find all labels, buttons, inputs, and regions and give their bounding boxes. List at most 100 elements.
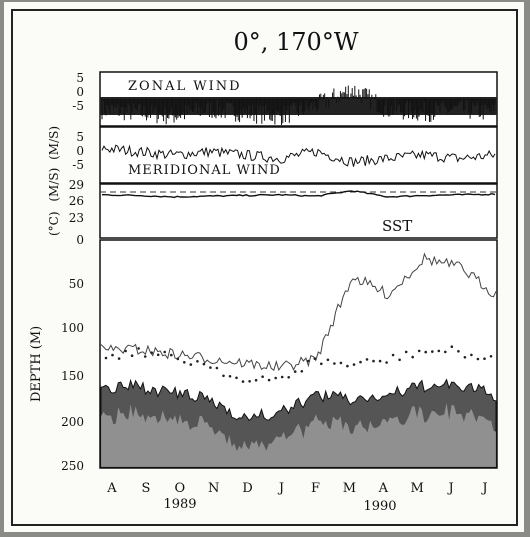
month-label: A (378, 481, 389, 496)
isotherm-dot (137, 347, 140, 350)
isotherm-dot (313, 357, 317, 360)
month-label: S (141, 481, 150, 496)
month-label: M (343, 481, 356, 496)
lower-light-shading (101, 402, 496, 467)
isotherm-dot (189, 363, 193, 366)
isotherm-dot (163, 350, 166, 354)
isotherm-dot (346, 364, 349, 368)
isotherm-dot (391, 353, 395, 357)
isotherm-dot (437, 349, 441, 353)
isotherm-dot (222, 374, 225, 378)
figure-border (11, 9, 518, 526)
year-label-1990: 1990 (363, 499, 396, 514)
isotherm-dot (156, 353, 160, 357)
zonal-wind-panel: ZONAL WIND (99, 71, 498, 127)
isotherm-dot (424, 350, 428, 354)
isotherm-dot (170, 353, 173, 357)
depth-panel (99, 239, 498, 469)
isotherm-dot (483, 357, 486, 361)
meridional-wind-trace (101, 144, 496, 167)
isotherm-dot (267, 378, 271, 382)
sst-ticks: 29 26 23 (69, 178, 84, 225)
month-label: J (446, 481, 453, 496)
isotherm-dot (450, 345, 454, 349)
month-label: O (174, 481, 185, 496)
isotherm-dot (431, 350, 434, 353)
depth-ticks: 0 50 100 150 200 250 (61, 233, 84, 473)
month-label: N (208, 481, 219, 496)
mixed-layer-line (100, 252, 497, 372)
depth-tick-50: 50 (69, 277, 84, 291)
isotherm-dot (307, 359, 310, 363)
isotherm-dot (339, 361, 343, 365)
isotherm-dot (274, 376, 278, 380)
isotherm-dot (261, 375, 264, 379)
isotherm-dot (248, 380, 251, 383)
sst-tick-23: 23 (69, 211, 84, 225)
zonal-ticks: 5 0 -5 (72, 71, 84, 113)
sst-label: SST (382, 217, 412, 235)
isotherm-dot (476, 357, 480, 361)
depth-axis-label: DEPTH (M) (29, 326, 44, 402)
isotherm-dot (293, 370, 297, 373)
isotherm-dot (228, 375, 232, 378)
isotherm-dot (457, 350, 460, 353)
month-label: M (411, 481, 424, 496)
meridional-wind-label: MERIDIONAL WIND (128, 163, 281, 178)
isotherm-dot (320, 362, 323, 366)
isotherm-dot (176, 357, 180, 361)
zonal-wind-label: ZONAL WIND (128, 79, 242, 94)
isotherm-dot (254, 378, 258, 382)
isotherm-dot (385, 361, 388, 364)
zonal-tick-5: 5 (76, 71, 84, 85)
isotherm-dot (463, 356, 467, 359)
depth-tick-100: 100 (61, 321, 84, 335)
zonal-unit-label: (M/S) (47, 126, 61, 160)
sst-unit-label: (°C) (47, 211, 61, 236)
isotherm-dot (183, 361, 186, 364)
isotherm-dot (300, 370, 304, 373)
isotherm-dot (333, 362, 336, 365)
year-label-1989: 1989 (163, 497, 196, 512)
isotherm-dot (104, 356, 108, 360)
isotherm-dot (287, 376, 291, 379)
month-label: F (311, 481, 320, 496)
meridional-tick-neg5: -5 (72, 158, 84, 172)
upper-y-axis-label: (°C) (M/S) (M/S) (47, 126, 61, 236)
zonal-tick-neg5: -5 (72, 99, 84, 113)
meridional-ticks: 5 0 -5 (72, 130, 84, 172)
sst-tick-29: 29 (69, 178, 84, 192)
isotherm-dot (111, 353, 114, 357)
isotherm-dot (365, 358, 369, 361)
isotherm-dot (235, 376, 238, 380)
month-label: A (106, 481, 117, 496)
isotherm-dot (359, 360, 362, 364)
sst-panel: SST (99, 183, 498, 239)
isotherm-dot (215, 366, 219, 370)
month-label: J (277, 481, 284, 496)
month-label: D (242, 481, 252, 496)
isotherm-dot (124, 349, 127, 353)
isotherm-dot (241, 380, 245, 383)
depth-tick-250: 250 (61, 459, 84, 473)
zonal-wind-trace (101, 85, 496, 126)
chart-title: 0°, 170°W (233, 28, 358, 56)
isotherm-dot (417, 349, 421, 353)
sst-trace (102, 190, 496, 199)
isotherm-dot (352, 363, 356, 366)
meridional-wind-panel: MERIDIONAL WIND (99, 126, 498, 184)
isotherm-dot (117, 357, 121, 360)
dotted-isotherm (104, 345, 493, 383)
isotherm-dot (444, 350, 447, 354)
meridional-tick-0: 0 (76, 144, 84, 158)
meridional-unit-label: (M/S) (47, 168, 61, 202)
isotherm-dot (202, 362, 206, 366)
meridional-tick-5: 5 (76, 130, 84, 144)
depth-tick-0: 0 (76, 233, 84, 247)
isotherm-dot (411, 355, 415, 359)
isotherm-dot (489, 355, 493, 358)
isotherm-dot (404, 350, 408, 354)
isotherm-dot (143, 355, 147, 358)
